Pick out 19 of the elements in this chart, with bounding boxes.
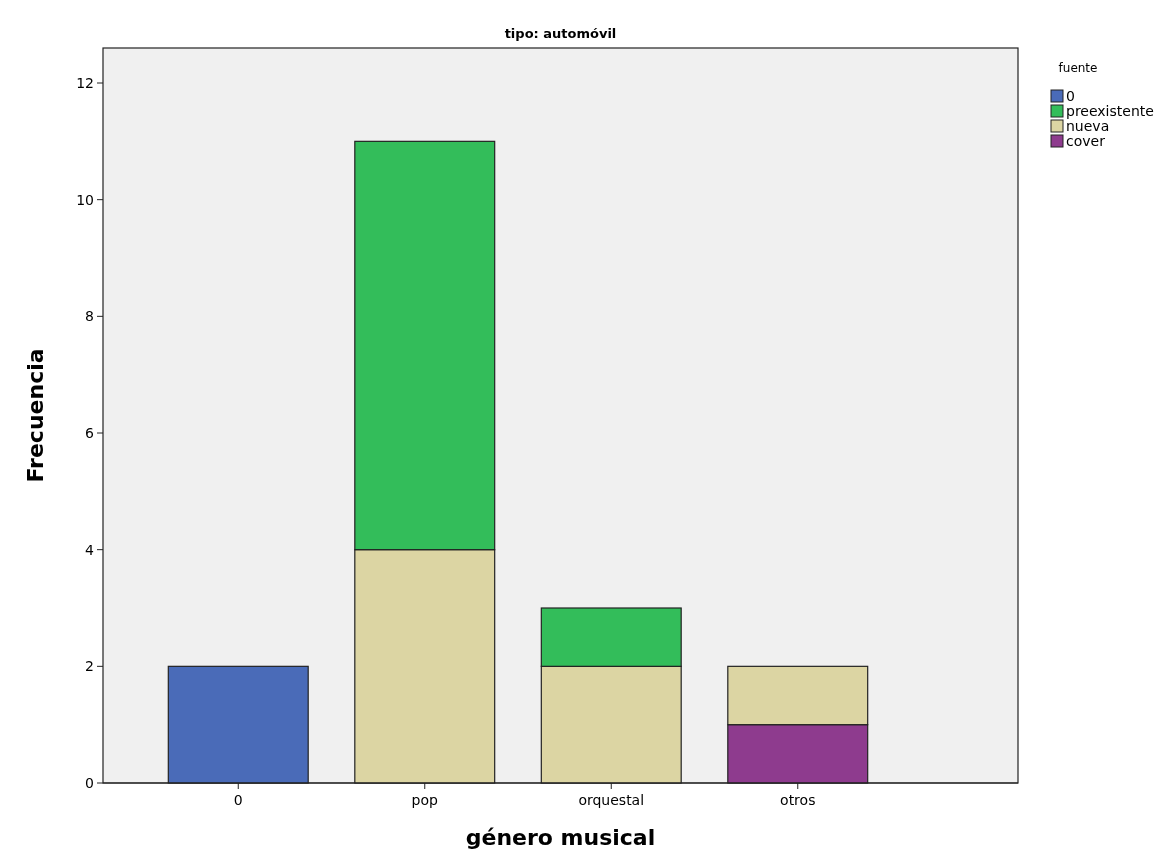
x-tick-label: pop xyxy=(411,792,439,808)
x-tick-label: 0 xyxy=(233,792,243,808)
legend-label: nueva xyxy=(1066,118,1110,134)
y-tick-label: 0 xyxy=(85,774,94,791)
legend-label: cover xyxy=(1066,133,1106,149)
x-tick-label: orquestal xyxy=(578,792,645,808)
y-tick-label: 10 xyxy=(76,191,94,208)
legend-label: preexistente xyxy=(1066,103,1154,119)
y-tick-label: 8 xyxy=(85,308,94,325)
y-tick-label: 6 xyxy=(85,424,95,441)
y-tick-label: 4 xyxy=(85,541,95,558)
x-tick-label: otros xyxy=(780,792,816,808)
chart-title: tipo: automóvil xyxy=(504,26,617,41)
y-tick-label: 2 xyxy=(85,658,94,675)
x-axis-title: género musical xyxy=(465,825,656,850)
y-tick-label: 12 xyxy=(76,74,94,91)
legend-label: 0 xyxy=(1066,88,1075,104)
legend-title: fuente xyxy=(1058,61,1098,75)
y-axis-title: Frecuencia xyxy=(23,348,48,483)
